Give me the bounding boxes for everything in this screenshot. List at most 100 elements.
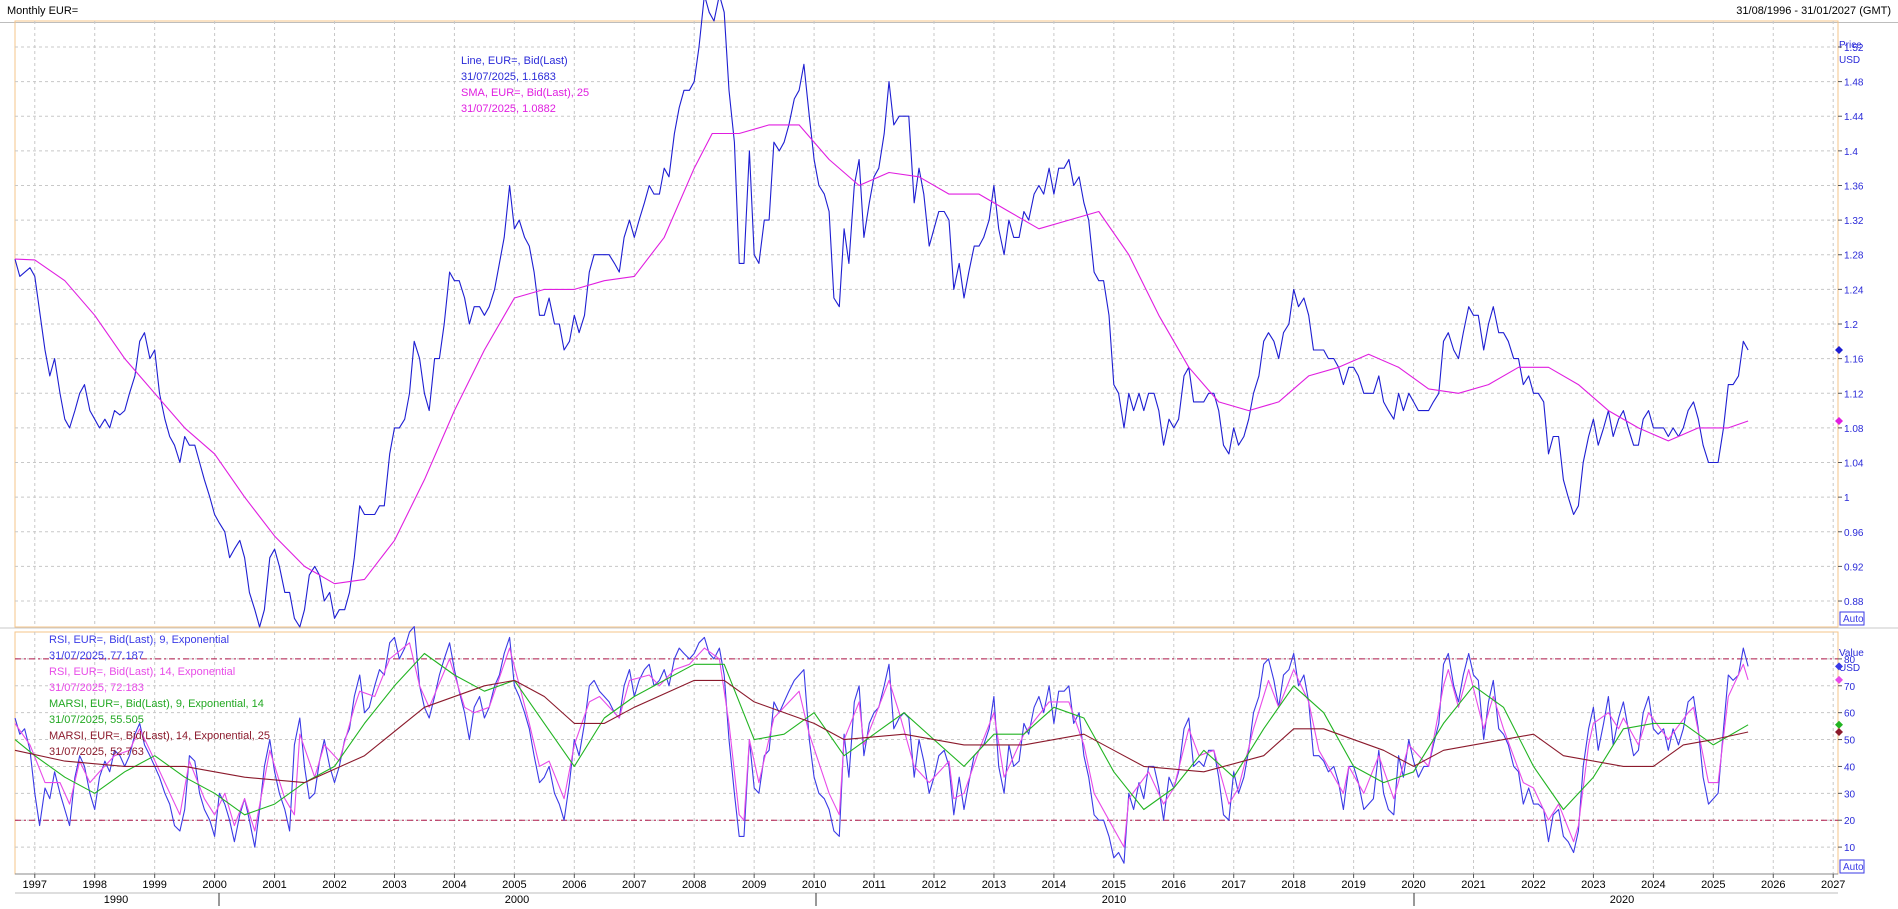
price-y-tick-label: 1.28 xyxy=(1844,251,1864,262)
price-y-tick-label: 1.2 xyxy=(1844,320,1858,331)
rsi-legend-entry: MARSI, EUR=, Bid(Last), 14, Exponential,… xyxy=(49,730,270,742)
sma-line xyxy=(14,124,1749,585)
rsi-series xyxy=(14,626,1749,864)
price-last-marker xyxy=(1835,345,1843,354)
x-tick-label: 2015 xyxy=(1102,879,1126,891)
price-grid xyxy=(15,21,1838,627)
rsi-legend-entry: 31/07/2025, 77.187 xyxy=(49,650,144,662)
x-tick-label: 2023 xyxy=(1581,879,1605,891)
decade-label: 2020 xyxy=(1610,894,1634,906)
rsi-last-marker xyxy=(1835,728,1843,737)
rsi-legend-entry: 31/07/2025, 52.763 xyxy=(49,746,144,758)
rsi-y-tick-label: 70 xyxy=(1844,682,1856,693)
x-tick-label: 2017 xyxy=(1221,879,1245,891)
price-y-tick-label: 1.52 xyxy=(1844,43,1864,54)
price-y-tick-label: 0.92 xyxy=(1844,562,1864,573)
decade-label: 2010 xyxy=(1102,894,1126,906)
rsi14-line xyxy=(14,642,1749,848)
price-y-tick-label: 1.4 xyxy=(1844,147,1858,158)
rsi-axis-title: Value xyxy=(1839,648,1864,659)
rsi9-line xyxy=(14,626,1749,864)
x-tick-label: 2019 xyxy=(1341,879,1365,891)
rsi-legend-entry: 31/07/2025, 72.183 xyxy=(49,682,144,694)
title-bar: Monthly EUR= 31/08/1996 - 31/01/2027 (GM… xyxy=(0,0,1898,23)
price-y-tick-label: 1.24 xyxy=(1844,285,1864,296)
x-tick-label: 2000 xyxy=(202,879,226,891)
x-tick-label: 1998 xyxy=(82,879,106,891)
price-y-tick-label: 0.88 xyxy=(1844,597,1864,608)
rsi-axis-unit: USD xyxy=(1839,663,1860,674)
price-y-tick-label: 0.96 xyxy=(1844,528,1864,539)
x-tick-label: 2024 xyxy=(1641,879,1665,891)
rsi-auto-label: Auto xyxy=(1843,862,1864,873)
price-y-tick-label: 1.12 xyxy=(1844,389,1864,400)
rsi-y-tick-label: 40 xyxy=(1844,762,1856,773)
price-axis-unit: USD xyxy=(1839,55,1860,66)
rsi-y-tick-label: 80 xyxy=(1844,655,1856,666)
x-tick-label: 2018 xyxy=(1281,879,1305,891)
price-panel[interactable]: Line, EUR=, Bid(Last) 31/07/2025, 1.1683 S… xyxy=(14,0,1865,628)
decade-label: 1990 xyxy=(104,894,128,906)
x-tick-label: 1997 xyxy=(23,879,47,891)
rsi-legend-entry: RSI, EUR=, Bid(Last), 14, Exponential xyxy=(49,666,235,678)
x-tick-label: 2014 xyxy=(1042,879,1066,891)
date-range: 31/08/1996 - 31/01/2027 (GMT) xyxy=(1736,5,1891,17)
x-tick-label: 2020 xyxy=(1401,879,1425,891)
price-y-tick-label: 1.48 xyxy=(1844,78,1864,89)
x-tick-label: 2022 xyxy=(1521,879,1545,891)
price-legend-entry: SMA, EUR=, Bid(Last), 25 xyxy=(461,87,589,99)
x-tick-label: 2008 xyxy=(682,879,706,891)
price-legend-entry: Line, EUR=, Bid(Last) xyxy=(461,55,568,67)
price-y-tick-label: 1.08 xyxy=(1844,424,1864,435)
x-tick-label: 2011 xyxy=(862,879,886,891)
x-tick-label: 2016 xyxy=(1162,879,1186,891)
price-y-tick-label: 1 xyxy=(1844,493,1850,504)
x-tick-label: 2026 xyxy=(1761,879,1785,891)
price-y-tick-label: 1.04 xyxy=(1844,459,1864,470)
rsi-y-tick-label: 30 xyxy=(1844,789,1856,800)
price-auto-label: Auto xyxy=(1843,614,1864,625)
x-tick-label: 2012 xyxy=(922,879,946,891)
rsi-last-marker xyxy=(1835,720,1843,729)
price-legend-entry: 31/07/2025, 1.1683 xyxy=(461,71,556,83)
x-tick-label: 2005 xyxy=(502,879,526,891)
x-tick-label: 2009 xyxy=(742,879,766,891)
x-tick-label: 2025 xyxy=(1701,879,1725,891)
x-tick-label: 1999 xyxy=(142,879,166,891)
x-tick-label: 2021 xyxy=(1461,879,1485,891)
price-last-marker xyxy=(1835,416,1843,425)
rsi-y-axis: 10 20 30 40 50 60 70 80 xyxy=(1835,655,1856,854)
price-auto-button[interactable]: Auto xyxy=(1839,611,1865,626)
x-axis: 1997 1998 1999 2000 2001 2002 2003 2004 2005 2006… xyxy=(15,873,1845,906)
x-tick-label: 2007 xyxy=(622,879,646,891)
rsi-panel[interactable]: RSI, EUR=, Bid(Last), 9, Exponential 31/0… xyxy=(14,626,1865,875)
chart-title: Monthly EUR= xyxy=(7,5,79,17)
price-legend-entry: 31/07/2025, 1.0882 xyxy=(461,103,556,115)
x-tick-label: 2027 xyxy=(1821,879,1845,891)
rsi-reference-lines xyxy=(15,658,1838,821)
rsi-auto-button[interactable]: Auto xyxy=(1839,859,1865,874)
price-y-tick-label: 1.32 xyxy=(1844,216,1864,227)
x-tick-label: 2013 xyxy=(982,879,1006,891)
marsi14-line xyxy=(14,679,1749,784)
x-tick-label: 2002 xyxy=(322,879,346,891)
price-y-tick-label: 1.36 xyxy=(1844,181,1864,192)
price-y-tick-label: 1.44 xyxy=(1844,112,1864,123)
price-legend: Line, EUR=, Bid(Last) 31/07/2025, 1.1683 S… xyxy=(461,55,589,115)
x-tick-label: 2004 xyxy=(442,879,466,891)
rsi-y-tick-label: 60 xyxy=(1844,709,1856,720)
price-y-tick-label: 1.16 xyxy=(1844,355,1864,366)
rsi-y-tick-label: 50 xyxy=(1844,736,1856,747)
x-tick-label: 2003 xyxy=(382,879,406,891)
rsi-legend-entry: RSI, EUR=, Bid(Last), 9, Exponential xyxy=(49,634,229,646)
x-tick-label: 2006 xyxy=(562,879,586,891)
price-series xyxy=(14,0,1749,628)
rsi-legend-entry: 31/07/2025, 55.505 xyxy=(49,714,144,726)
rsi-y-tick-label: 20 xyxy=(1844,816,1856,827)
rsi-y-tick-label: 10 xyxy=(1844,843,1856,854)
marsi9-line xyxy=(14,652,1749,816)
rsi-last-marker xyxy=(1835,662,1843,671)
price-axis-title: Price xyxy=(1839,40,1862,51)
decade-label: 2000 xyxy=(505,894,529,906)
